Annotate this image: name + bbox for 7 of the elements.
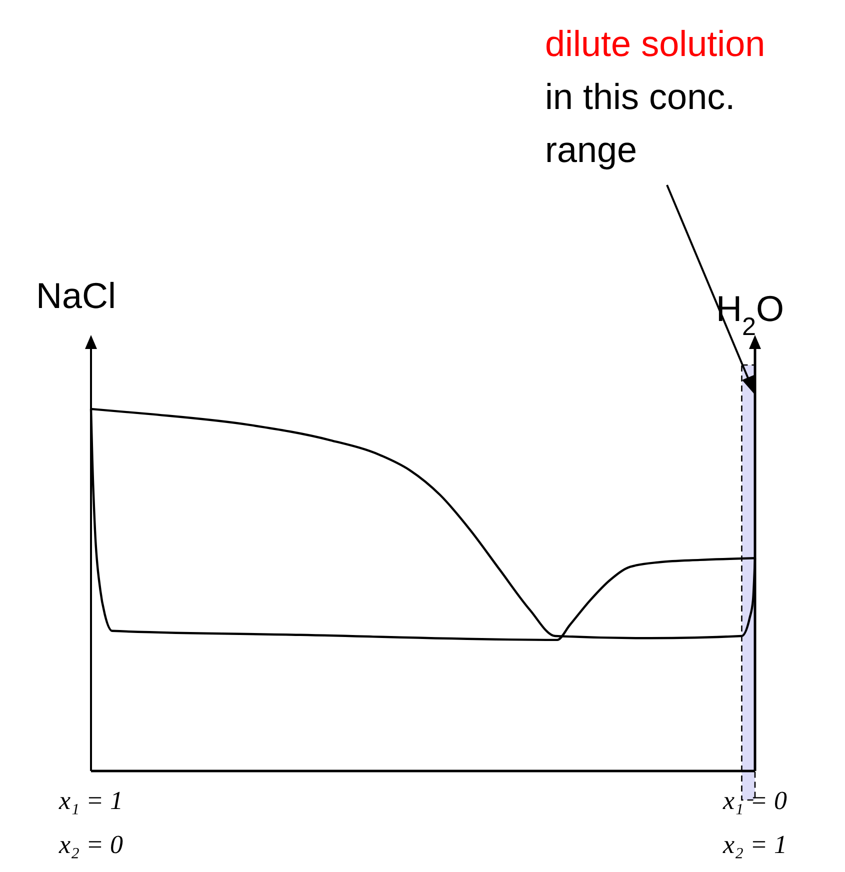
- x2-tick-label: x₁ = 0: [722, 786, 788, 815]
- text: in this conc. range: [545, 76, 736, 170]
- x-tick-label: x₂ = 0: [58, 830, 124, 859]
- text: dilute solution: [545, 23, 766, 64]
- y-axis-title: NaCl: [36, 275, 116, 316]
- x-tick-label: x₂ = 1: [722, 830, 788, 859]
- x2-tick-label: x₁ = 1: [58, 786, 124, 815]
